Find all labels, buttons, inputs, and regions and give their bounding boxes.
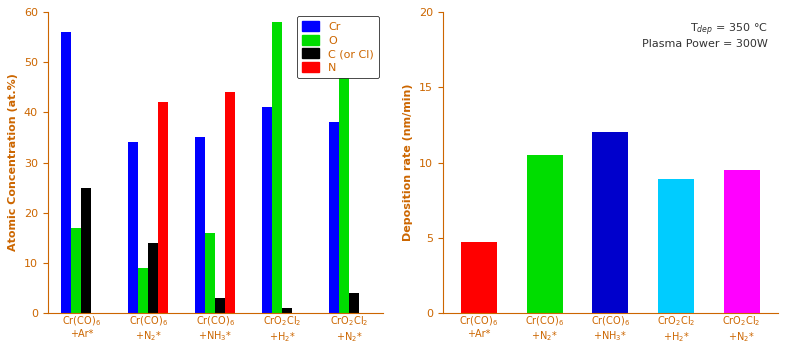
Bar: [349, 293, 359, 313]
Bar: [329, 122, 339, 313]
Legend: Cr, O, C (or Cl), N: Cr, O, C (or Cl), N: [297, 16, 380, 78]
Bar: [282, 308, 292, 313]
Bar: [128, 143, 138, 313]
Bar: [72, 228, 81, 313]
Bar: [226, 93, 235, 313]
Bar: [215, 298, 226, 313]
Bar: [272, 22, 282, 313]
Y-axis label: Atomic Concentration (at.%): Atomic Concentration (at.%): [9, 74, 18, 251]
Bar: [723, 170, 759, 313]
Bar: [527, 155, 563, 313]
Bar: [592, 132, 628, 313]
Bar: [461, 242, 497, 313]
Bar: [149, 243, 158, 313]
Y-axis label: Deposition rate (nm/min): Deposition rate (nm/min): [403, 84, 413, 241]
Bar: [138, 268, 149, 313]
Bar: [81, 188, 91, 313]
Bar: [61, 32, 72, 313]
Bar: [195, 138, 205, 313]
Bar: [158, 102, 168, 313]
Bar: [658, 179, 694, 313]
Text: T$_{dep}$ = 350 °C
Plasma Power = 300W: T$_{dep}$ = 350 °C Plasma Power = 300W: [641, 21, 768, 49]
Bar: [205, 233, 215, 313]
Bar: [262, 107, 272, 313]
Bar: [339, 22, 349, 313]
